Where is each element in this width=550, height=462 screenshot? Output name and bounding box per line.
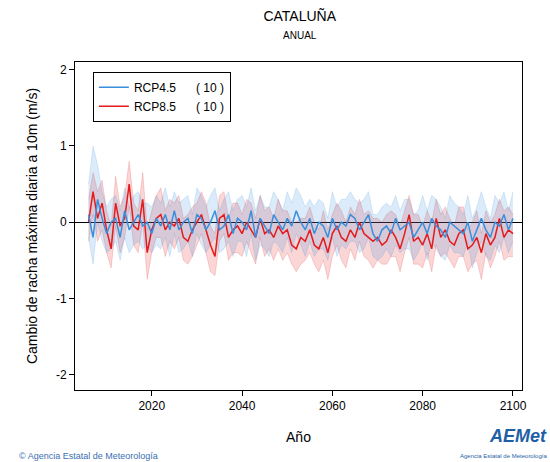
svg-text:0: 0	[60, 215, 67, 229]
svg-text:-1: -1	[56, 292, 67, 306]
svg-text:RCP8.5 ( 10 ): RCP8.5 ( 10 )	[134, 100, 224, 114]
svg-text:CATALUÑAANUAL: CATALUÑAANUAL	[263, 8, 336, 41]
svg-text:Año: Año	[286, 429, 311, 445]
svg-text:© Agencia Estatal de Meteorolo: © Agencia Estatal de Meteorología	[19, 451, 158, 461]
svg-text:2080: 2080	[409, 399, 436, 413]
svg-text:Cambio de racha máxima diaria: Cambio de racha máxima diaria a 10m (m/s…	[24, 88, 40, 364]
svg-text:2040: 2040	[229, 399, 256, 413]
svg-text:-2: -2	[56, 368, 67, 382]
svg-text:RCP4.5 ( 10 ): RCP4.5 ( 10 )	[134, 81, 224, 95]
svg-text:2100: 2100	[500, 399, 527, 413]
svg-text:2: 2	[60, 63, 67, 77]
svg-text:1: 1	[60, 139, 67, 153]
svg-text:2020: 2020	[138, 399, 165, 413]
svg-text:Agencia Estatal de Meteorologí: Agencia Estatal de Meteorología	[460, 453, 547, 459]
svg-text:2060: 2060	[319, 399, 346, 413]
svg-text:AEMet: AEMet	[489, 426, 547, 446]
